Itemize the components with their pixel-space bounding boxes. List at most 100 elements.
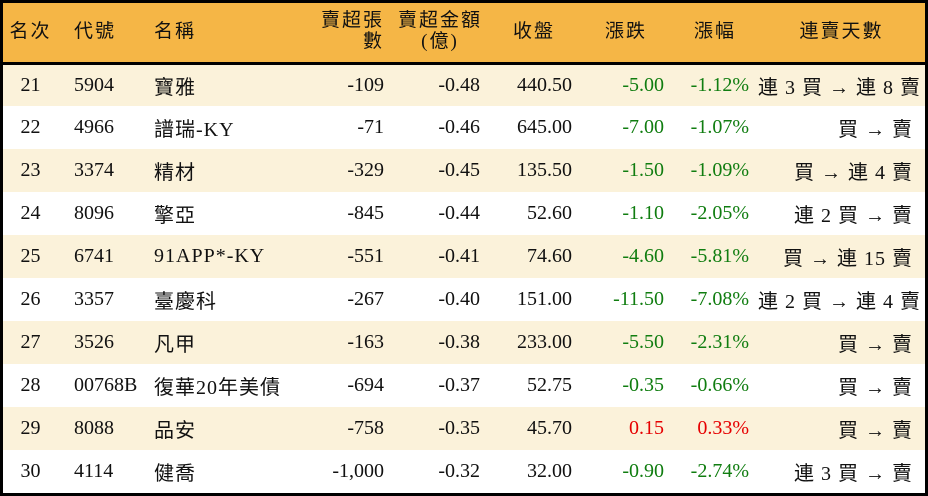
cell-change: -1.10 (622, 202, 664, 224)
cell-amount: -0.44 (438, 202, 480, 224)
cell-volume: -109 (347, 73, 384, 96)
cell-volume: -1,000 (332, 460, 384, 482)
cell-name: 臺慶科 (154, 291, 217, 313)
cell-rank: 29 (20, 417, 41, 439)
cell-name: 寶雅 (154, 76, 196, 99)
table-row: 25 6741 91APP*-KY -551 -0.41 74.60 -4.60 -5.81%… (3, 235, 925, 278)
header-code: 代號 (58, 3, 144, 65)
cell-rank: 30 (20, 460, 41, 482)
cell-amount: -0.40 (438, 288, 480, 310)
cell-streak: 買 → 連 15 賣 (783, 248, 913, 270)
cell-amount: -0.46 (438, 116, 480, 138)
cell-volume: -694 (347, 374, 384, 396)
header-pct: 漲幅 (672, 3, 758, 65)
cell-pct: -2.05% (690, 202, 749, 224)
header-row: 名次 代號 名稱 賣超張數 賣超金額 (億) 收盤 漲跌 漲幅 連賣天數 (3, 3, 925, 65)
cell-volume: -551 (347, 245, 384, 267)
cell-close: 233.00 (517, 331, 572, 353)
cell-change: -4.60 (622, 245, 664, 267)
cell-code: 8088 (74, 417, 114, 439)
cell-name: 精材 (154, 162, 196, 184)
cell-name: 品安 (154, 420, 196, 442)
cell-pct: -1.09% (690, 159, 749, 181)
cell-code: 00768B (74, 374, 138, 396)
table-row: 21 5904 寶雅 -109 -0.48 440.50 -5.00 -1.12% 連 3 買 … (3, 63, 925, 106)
cell-volume: -758 (347, 417, 384, 439)
header-close: 收盤 (488, 3, 580, 65)
cell-streak: 買 → 賣 (838, 119, 913, 141)
table-row: 26 3357 臺慶科 -267 -0.40 151.00 -11.50 -7.08% 連 2 … (3, 278, 925, 321)
cell-code: 4966 (74, 116, 114, 138)
cell-close: 645.00 (517, 116, 572, 138)
cell-volume: -71 (357, 116, 384, 138)
table-header: 名次 代號 名稱 賣超張數 賣超金額 (億) 收盤 漲跌 漲幅 連賣天數 (3, 3, 925, 65)
cell-change: -1.50 (622, 159, 664, 181)
cell-change: -5.50 (622, 331, 664, 353)
table-row: 22 4966 譜瑞-KY -71 -0.46 645.00 -7.00 -1.07% 買 → … (3, 106, 925, 149)
cell-streak: 連 3 買 → 連 8 賣 (758, 76, 921, 99)
cell-rank: 28 (20, 374, 41, 396)
cell-amount: -0.37 (438, 374, 480, 396)
cell-volume: -163 (347, 331, 384, 353)
cell-code: 5904 (74, 73, 114, 96)
cell-close: 52.75 (527, 374, 572, 396)
cell-close: 32.00 (527, 460, 572, 482)
header-amount-label: 賣超金額 (397, 10, 482, 32)
cell-close: 151.00 (517, 288, 572, 310)
cell-name: 91APP*-KY (154, 245, 266, 267)
cell-rank: 27 (20, 331, 41, 353)
cell-volume: -329 (347, 159, 384, 181)
header-rank: 名次 (3, 3, 58, 65)
cell-rank: 25 (20, 245, 41, 267)
cell-streak: 連 2 買 → 賣 (794, 205, 913, 227)
cell-volume: -845 (347, 202, 384, 224)
cell-rank: 21 (20, 73, 41, 96)
cell-close: 45.70 (527, 417, 572, 439)
cell-volume: -267 (347, 288, 384, 310)
cell-code: 4114 (74, 460, 114, 482)
cell-change: -0.90 (622, 460, 664, 482)
cell-streak: 連 2 買 → 連 4 賣 (758, 291, 921, 313)
cell-rank: 22 (20, 116, 41, 138)
cell-close: 74.60 (527, 245, 572, 267)
cell-code: 3374 (74, 159, 114, 181)
header-name: 名稱 (144, 3, 304, 65)
cell-close: 52.60 (527, 202, 572, 224)
table-row: 28 00768B 復華20年美債 -694 -0.37 52.75 -0.35 -0.66%… (3, 364, 925, 407)
cell-name: 譜瑞-KY (154, 119, 235, 141)
cell-amount: -0.48 (438, 73, 480, 96)
cell-change: 0.15 (629, 417, 664, 439)
cell-pct: -2.31% (690, 331, 749, 353)
cell-amount: -0.38 (438, 331, 480, 353)
cell-streak: 連 3 買 → 賣 (794, 463, 913, 485)
cell-streak: 買 → 賣 (838, 377, 913, 399)
cell-streak: 買 → 連 4 賣 (794, 162, 913, 184)
cell-change: -11.50 (613, 288, 664, 310)
header-amount-sublabel: (億) (421, 31, 459, 53)
cell-streak: 買 → 賣 (838, 420, 913, 442)
stock-sell-ranking-table: 名次 代號 名稱 賣超張數 賣超金額 (億) 收盤 漲跌 漲幅 連賣天數 21 5… (3, 3, 925, 493)
cell-amount: -0.35 (438, 417, 480, 439)
cell-rank: 26 (20, 288, 41, 310)
cell-code: 3357 (74, 288, 114, 310)
cell-rank: 23 (20, 159, 41, 181)
table-row: 30 4114 健喬 -1,000 -0.32 32.00 -0.90 -2.74% 連 3 買… (3, 450, 925, 493)
cell-change: -5.00 (622, 73, 664, 96)
cell-change: -7.00 (622, 116, 664, 138)
cell-code: 3526 (74, 331, 114, 353)
cell-pct: -0.66% (690, 374, 749, 396)
cell-name: 凡甲 (154, 334, 196, 356)
table-row: 27 3526 凡甲 -163 -0.38 233.00 -5.50 -2.31% 買 → 賣 (3, 321, 925, 364)
cell-name: 健喬 (154, 463, 196, 485)
cell-pct: -7.08% (690, 288, 749, 310)
cell-streak: 買 → 賣 (838, 334, 913, 356)
table-row: 29 8088 品安 -758 -0.35 45.70 0.15 0.33% 買 → 賣 (3, 407, 925, 450)
table-body: 21 5904 寶雅 -109 -0.48 440.50 -5.00 -1.12% 連 3 買 … (3, 63, 925, 493)
cell-pct: 0.33% (697, 417, 749, 439)
table-row: 24 8096 擎亞 -845 -0.44 52.60 -1.10 -2.05% 連 2 買 →… (3, 192, 925, 235)
cell-code: 6741 (74, 245, 114, 267)
cell-name: 復華20年美債 (154, 377, 281, 399)
header-volume: 賣超張數 (304, 3, 392, 65)
cell-pct: -5.81% (690, 245, 749, 267)
